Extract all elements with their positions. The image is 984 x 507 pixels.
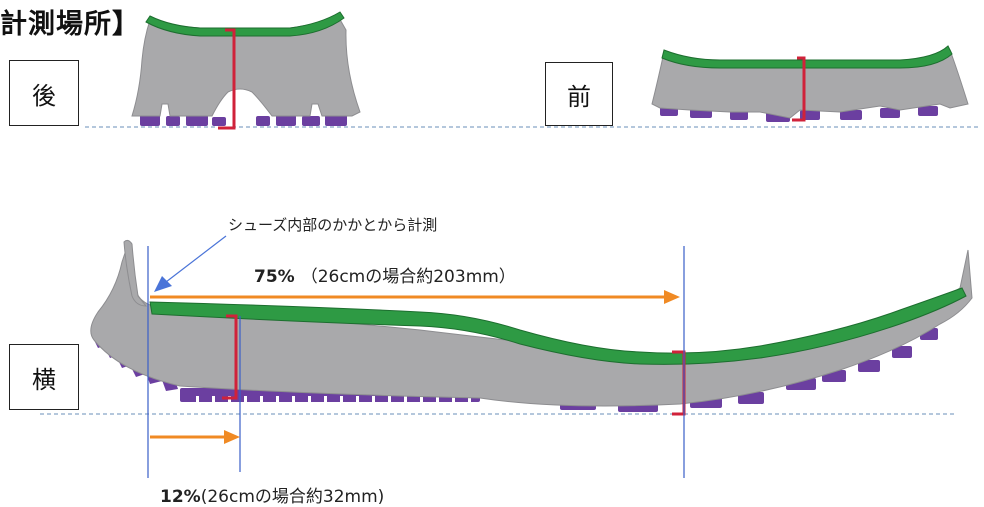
measure-75-detail: （26cmの場合約203mm） <box>300 267 516 287</box>
label-rear-box: 後 <box>9 60 79 126</box>
side-insole <box>149 287 967 365</box>
note-pointer-line <box>165 235 227 283</box>
rear-marker <box>218 28 236 130</box>
side-midsole <box>90 242 973 407</box>
side-heel-tip <box>123 239 148 307</box>
label-side-box: 横 <box>9 344 79 410</box>
rear-insole <box>145 11 345 37</box>
heel-measure-note: シューズ内部のかかとから計測 <box>228 216 438 234</box>
rear-view-shoe <box>131 11 361 130</box>
side-marker-12 <box>222 314 238 400</box>
page-title: 計測場所】 <box>0 9 140 40</box>
front-view-shoe <box>651 45 969 122</box>
front-marker <box>792 56 806 122</box>
note-pointer-head <box>154 276 172 292</box>
arrow-75-head <box>664 290 680 304</box>
measure-12-detail: (26cmの場合約32mm) <box>200 487 385 507</box>
front-insole <box>661 45 953 69</box>
measure-75-label: 75% （26cmの場合約203mm） <box>254 262 516 287</box>
arrow-12-head <box>224 430 240 444</box>
measure-12-percent: 12% <box>160 487 201 507</box>
side-view-shoe <box>90 239 973 416</box>
measure-12-label: 12%(26cmの場合約32mm) <box>160 482 384 507</box>
measure-75-percent: 75% <box>254 267 295 287</box>
label-front-box: 前 <box>545 62 613 126</box>
